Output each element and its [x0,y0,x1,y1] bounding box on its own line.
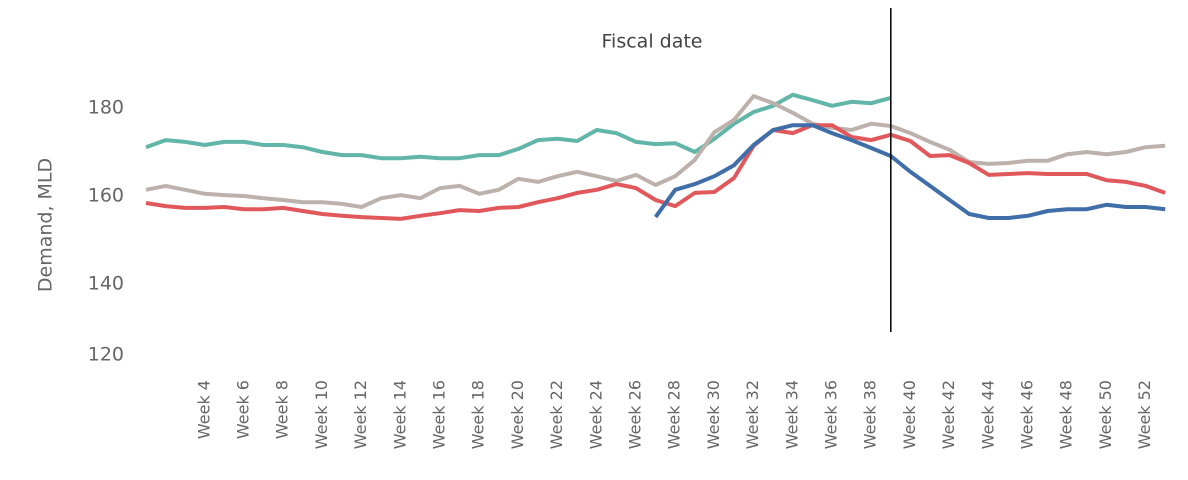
x-tick-label: Week 28 [665,380,684,449]
x-tick-label: Week 22 [547,380,566,449]
x-tick-label: Week 8 [273,380,292,439]
x-tick-label: Week 34 [782,380,801,449]
y-tick-label: 160 [88,185,124,207]
x-tick-label: Week 14 [390,380,409,449]
annotation: Fiscal date [602,31,703,53]
x-tick-label: Week 6 [234,380,253,439]
x-tick-label: Week 12 [351,380,370,449]
x-tick-label: Week 20 [508,380,527,449]
x-tick-label: Week 44 [978,380,997,449]
y-axis-label: Demand, MLD [35,158,57,292]
x-tick-label: Week 48 [1057,380,1076,449]
x-tick-label: Week 46 [1018,380,1037,449]
x-tick-label: Week 24 [586,380,605,449]
x-tick-label: Week 16 [430,380,449,449]
x-tick-label: Week 40 [900,380,919,449]
series-line [653,123,1166,220]
y-tick-label: 180 [88,97,124,119]
x-tick-label: Week 52 [1135,380,1154,449]
x-tick-label: Week 18 [469,380,488,449]
x-tick-label: Week 42 [939,380,958,449]
x-tick-label: Week 30 [704,380,723,449]
y-tick-label: 120 [88,344,124,366]
series-line [145,94,1166,209]
series-line [145,123,1166,221]
x-tick-label: Week 36 [822,380,841,449]
series-line [145,92,892,161]
x-tick-label: Week 50 [1096,380,1115,449]
y-tick-label: 140 [88,273,124,295]
x-tick-label: Week 32 [743,380,762,449]
x-tick-label: Week 38 [861,380,880,449]
x-tick-label: Week 4 [194,380,213,439]
x-tick-label: Week 10 [312,380,331,449]
x-tick-label: Week 26 [626,380,645,449]
